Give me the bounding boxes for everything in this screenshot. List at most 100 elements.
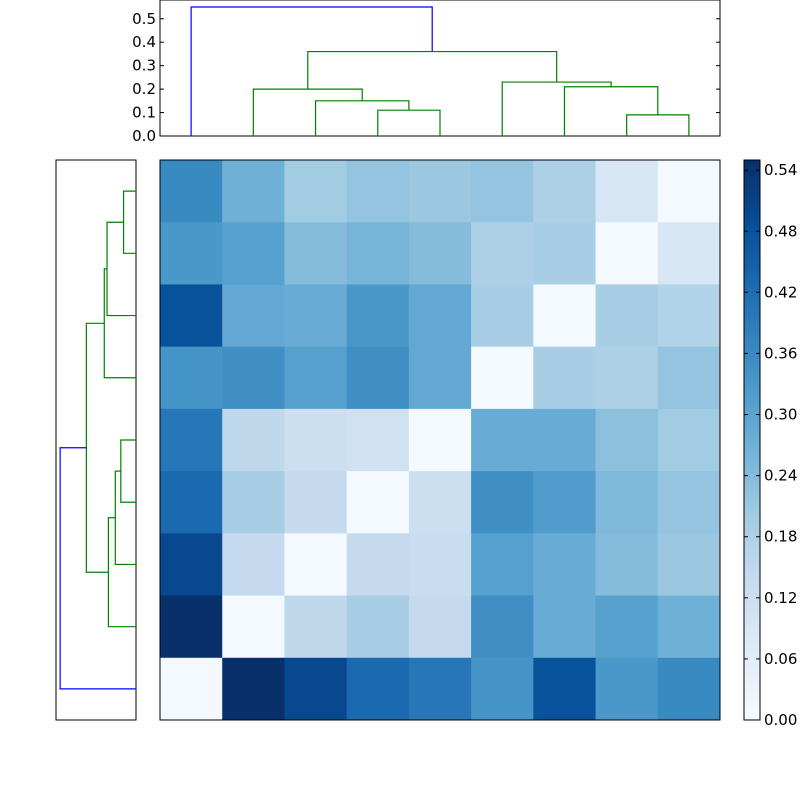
heatmap-cell (595, 160, 659, 223)
top-dendrogram-links (190, 6, 690, 136)
left-dendrogram-link (107, 517, 136, 628)
heatmap-cell (222, 533, 285, 597)
heatmap-cell (346, 408, 410, 472)
heatmap-cell (533, 533, 597, 597)
heatmap-cell (222, 284, 285, 348)
heatmap-cell (471, 346, 534, 410)
heatmap-cell (657, 657, 721, 721)
heatmap-cell (471, 595, 534, 659)
left-dendrogram-link (103, 268, 136, 379)
heatmap-cell (657, 222, 721, 285)
colorbar-tick-label: 0.18 (764, 528, 797, 546)
heatmap-cell (595, 408, 659, 472)
heatmap-cell (346, 595, 410, 659)
heatmap-cell (595, 284, 659, 348)
heatmap-cell (533, 471, 597, 534)
top-dendrogram-link (190, 6, 433, 136)
colorbar-tick-label: 0.12 (764, 589, 797, 607)
heatmap-cell (222, 471, 285, 534)
colorbar-tick-label: 0.42 (764, 283, 797, 301)
heatmap-cell (160, 346, 223, 410)
heatmap-cell (657, 533, 721, 597)
top-dendrogram-link (314, 100, 410, 136)
heatmap-cell (284, 160, 348, 223)
left-dendrogram (55, 159, 137, 721)
heatmap-cell (222, 657, 285, 721)
heatmap-cell (160, 595, 223, 659)
heatmap-cell (222, 160, 285, 223)
heatmap-cell (346, 346, 410, 410)
top-dendrogram-link (377, 109, 441, 136)
heatmap-cell (408, 533, 472, 597)
heatmap-cell (160, 408, 223, 472)
heatmap-cell (284, 222, 348, 285)
colorbar-tick-label: 0.24 (764, 467, 797, 485)
heatmap-cell (160, 533, 223, 597)
heatmap-cell (160, 222, 223, 285)
heatmap-cell (471, 471, 534, 534)
heatmap-cell (284, 657, 348, 721)
heatmap-cell (657, 471, 721, 534)
heatmap-cell (471, 408, 534, 472)
heatmap-cell (222, 408, 285, 472)
heatmap-cell (346, 222, 410, 285)
heatmap-cell (595, 533, 659, 597)
heatmap-cell (284, 471, 348, 534)
heatmap-cell (533, 657, 597, 721)
top-dendrogram-tick-label: 0.2 (132, 80, 156, 98)
colorbar-frame (743, 159, 761, 721)
heatmap-cell (657, 346, 721, 410)
heatmap-cell (160, 657, 223, 721)
left-dendrogram-links (59, 190, 136, 690)
heatmap-cell (595, 222, 659, 285)
heatmap-cell (408, 346, 472, 410)
heatmap-cell (471, 160, 534, 223)
heatmap-cell (284, 284, 348, 348)
top-dendrogram-tick-label: 0.3 (132, 57, 156, 75)
heatmap-cell (471, 284, 534, 348)
colorbar-gradient (744, 160, 760, 720)
heatmap-cell (346, 160, 410, 223)
heatmap-cell (657, 408, 721, 472)
heatmap-cell (408, 222, 472, 285)
colorbar-tick-label: 0.06 (764, 650, 797, 668)
colorbar-tick-label: 0.54 (764, 161, 797, 179)
top-dendrogram: 0.0 0.1 0.2 0.3 0.4 0.5 (132, 0, 721, 145)
heatmap-cell (284, 595, 348, 659)
heatmap-cell (222, 595, 285, 659)
heatmap-cell (471, 533, 534, 597)
heatmap-cell (533, 408, 597, 472)
heatmap-frame (159, 159, 721, 721)
heatmap-cell (408, 657, 472, 721)
top-dendrogram-tick-label: 0.5 (132, 10, 156, 28)
heatmap-cell (160, 160, 223, 223)
heatmap-cell (408, 471, 472, 534)
heatmap-cell (160, 284, 223, 348)
heatmap-cell (346, 533, 410, 597)
heatmap-cell (595, 657, 659, 721)
heatmap-cells (160, 160, 721, 721)
heatmap-cell (595, 346, 659, 410)
heatmap-cell (346, 471, 410, 534)
heatmap-cell (222, 346, 285, 410)
left-dendrogram-link (59, 447, 136, 690)
heatmap-cell (533, 222, 597, 285)
heatmap-cell (408, 284, 472, 348)
heatmap-cell (471, 222, 534, 285)
heatmap-cell (657, 284, 721, 348)
heatmap (159, 159, 721, 721)
top-dendrogram-link (501, 81, 612, 136)
left-dendrogram-link (120, 439, 136, 503)
heatmap-cell (595, 471, 659, 534)
colorbar-tick-label: 0.48 (764, 222, 797, 240)
top-dendrogram-tick-label: 0.0 (132, 127, 156, 145)
heatmap-cell (284, 346, 348, 410)
colorbar: 0.00 0.06 0.12 0.18 0.24 0.30 0.36 0.42 0.48 0.54 (743, 159, 797, 729)
heatmap-cell (408, 595, 472, 659)
top-dendrogram-y-axis: 0.0 0.1 0.2 0.3 0.4 0.5 (132, 10, 720, 145)
heatmap-cell (284, 533, 348, 597)
colorbar-tick-label: 0.30 (764, 406, 797, 424)
heatmap-cell (657, 160, 721, 223)
heatmap-cell (657, 595, 721, 659)
